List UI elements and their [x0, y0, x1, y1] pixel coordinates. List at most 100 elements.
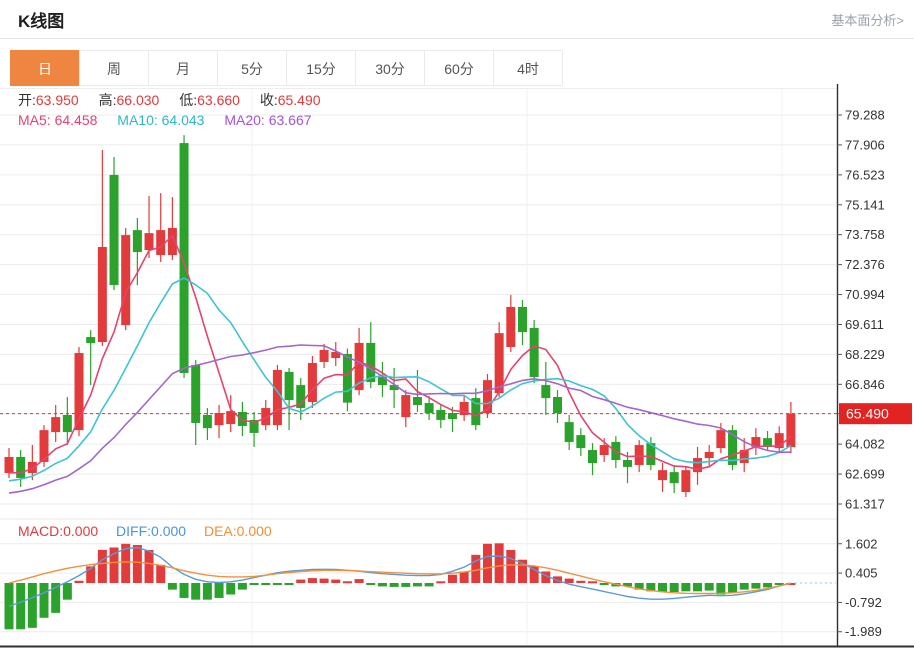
price-axis-label: 66.846 [845, 377, 885, 392]
macd-bar [144, 549, 154, 583]
candle [167, 227, 177, 256]
macd-bar [167, 583, 177, 590]
macd-bar [156, 564, 166, 583]
candle [97, 246, 107, 343]
candle [39, 430, 49, 462]
macd-bar [541, 571, 551, 583]
candle [179, 143, 189, 373]
candle [237, 411, 247, 427]
ma20-line [8, 344, 791, 494]
candle [191, 364, 201, 423]
macd-bar [74, 580, 84, 583]
candle [494, 333, 504, 394]
macd-bar [307, 578, 317, 583]
candle [506, 306, 516, 348]
macd-bar [237, 583, 247, 590]
candle [121, 235, 131, 326]
candle [342, 353, 352, 403]
price-axis-label: 62.699 [845, 467, 885, 482]
price-axis-label: 79.288 [845, 108, 885, 123]
candle [634, 445, 644, 465]
candle [564, 422, 574, 443]
price-tag-text: 65.490 [846, 406, 889, 422]
tab-period-0[interactable]: 日 [10, 50, 80, 86]
macd-histogram [4, 543, 796, 630]
tab-period-4[interactable]: 15分 [286, 50, 356, 86]
macd-bar [366, 583, 376, 585]
macd-bar [86, 566, 96, 583]
macd-bar [506, 549, 516, 583]
ma5-value: MA5: 64.458 [18, 112, 98, 128]
candle [576, 435, 586, 449]
close-value: 65.490 [277, 92, 321, 108]
ma10-value: MA10: 64.043 [117, 112, 205, 128]
candle [377, 377, 387, 386]
macd-bar [471, 554, 481, 583]
candle [51, 417, 61, 433]
macd-bar [284, 583, 294, 585]
price-axis-label: 69.611 [845, 317, 884, 332]
price-axis: 79.288 77.906 76.523 75.141 73.758 72.376 70.9… [0, 84, 914, 648]
macd-bar [623, 583, 633, 587]
macd-bar [377, 583, 387, 587]
candle [669, 472, 679, 484]
macd-bar [331, 579, 341, 583]
candle [751, 437, 761, 448]
macd-bar [436, 581, 446, 584]
low-value: 63.660 [197, 92, 240, 108]
candle [214, 413, 224, 426]
price-axis-label: 72.376 [845, 257, 885, 272]
low-label: 低: [179, 92, 198, 108]
price-axis-label: 73.758 [845, 227, 885, 242]
macd-bar [319, 578, 329, 583]
dea-line [8, 561, 792, 595]
macd-bar [109, 547, 119, 583]
price-axis-label: 75.141 [845, 197, 885, 212]
macd-bar [576, 580, 586, 583]
ma5 [8, 234, 792, 474]
candle [774, 433, 784, 449]
macd-bar [62, 583, 72, 600]
ma20-value: MA20: 63.667 [224, 112, 312, 128]
candle [424, 403, 434, 414]
macd-bar [272, 583, 282, 585]
macd-bar [191, 583, 201, 600]
period-tabs: 日周月 5分 15分 30分 60分 4时 [10, 50, 563, 86]
candle [786, 413, 796, 448]
tab-period-7[interactable]: 4时 [493, 50, 563, 86]
macd-bar [459, 571, 469, 583]
fundamental-analysis-link[interactable]: 基本面分析> [831, 13, 904, 28]
price-axis-label: 61.317 [845, 497, 885, 512]
candle [296, 385, 306, 409]
macd-bar [179, 583, 189, 598]
macd-bar [751, 583, 761, 589]
price-tag-box [839, 403, 912, 425]
candle [646, 443, 656, 465]
macd-axis-label: 0.405 [845, 566, 878, 581]
macd-bar [669, 583, 679, 593]
candle [658, 470, 668, 481]
macd-bar [412, 583, 422, 587]
candle [482, 380, 492, 414]
close-label: 收: [259, 92, 278, 108]
macd-bar [739, 583, 749, 590]
macd-bar [517, 559, 527, 583]
high-value: 66.030 [116, 92, 160, 108]
macd-axis-label: -1.989 [845, 624, 882, 639]
open-label: 开: [18, 92, 36, 108]
tab-period-2[interactable]: 月 [148, 50, 218, 86]
candle [27, 461, 37, 473]
candle [739, 450, 749, 464]
tab-period-6[interactable]: 60分 [424, 50, 494, 86]
candle [109, 174, 119, 286]
tab-period-3[interactable]: 5分 [217, 50, 287, 86]
candle [284, 371, 294, 401]
price-axis-label: 70.994 [845, 287, 885, 302]
tab-period-5[interactable]: 30分 [355, 50, 425, 86]
candle [599, 445, 609, 456]
macd-bar [249, 583, 259, 585]
candle [354, 342, 364, 391]
tab-period-1[interactable]: 周 [79, 50, 149, 86]
